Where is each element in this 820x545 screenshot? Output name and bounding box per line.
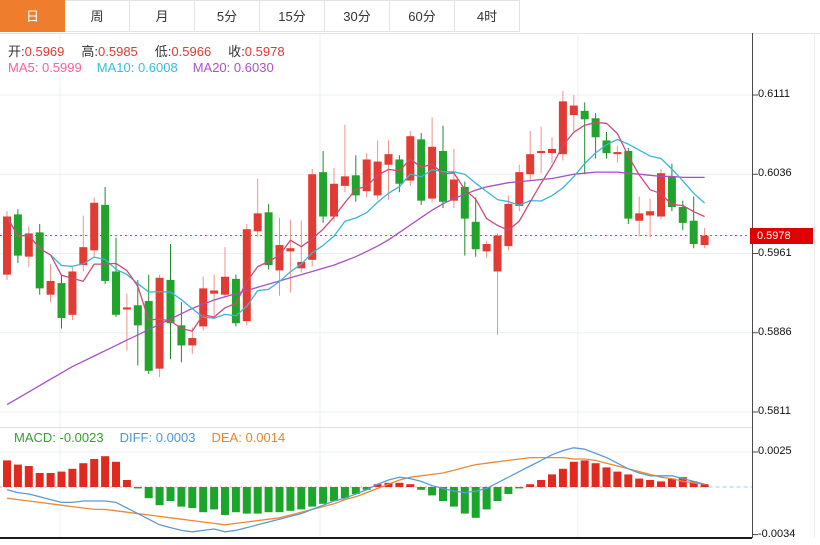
tab-月[interactable]: 月 [130,0,195,32]
tab-周[interactable]: 周 [65,0,130,32]
low-readout: 低:0.5966 [154,44,212,59]
ohlc-readout: 开:0.5969 高:0.5985 低:0.5966 收:0.5978 [8,41,285,60]
tab-4时[interactable]: 4时 [455,0,520,32]
high-readout: 高:0.5985 [81,44,138,59]
ma20-line [6,171,705,406]
ma-readout: MA5: 0.5999 MA10: 0.6008 MA20: 0.6030 [8,60,274,75]
macd-histogram [3,456,709,518]
tab-日[interactable]: 日 [0,0,65,32]
tab-30分[interactable]: 30分 [325,0,390,32]
diff-line [6,447,705,533]
macd-axis-label: -0.0034 [758,527,796,540]
price-axis-label: 0.6036 [758,167,792,180]
ma5-line [6,121,705,332]
candle-series [3,90,709,378]
tab-60分[interactable]: 60分 [390,0,455,32]
macd-axis-label: 0.0025 [758,445,792,457]
diff-value: DIFF: 0.0003 [119,430,196,445]
ma20-readout: MA20: 0.6030 [192,60,274,75]
tab-15分[interactable]: 15分 [260,0,325,32]
dea-line [6,456,705,526]
macd-readout: MACD: -0.0023 DIFF: 0.0003 DEA: 0.0014 [14,430,285,445]
tab-5分[interactable]: 5分 [195,0,260,32]
macd-value: MACD: -0.0023 [14,430,104,445]
price-axis-label: 0.5961 [758,246,792,259]
current-price-badge: 0.5978 [750,228,813,244]
ma10-line [6,138,706,319]
chart-frame [0,33,820,539]
open-readout: 开:0.5969 [8,44,65,59]
dea-value: DEA: 0.0014 [211,430,286,445]
ma10-readout: MA10: 0.6008 [96,60,178,75]
price-axis-label: 0.5886 [758,325,792,338]
price-axis-label: 0.5811 [758,405,791,417]
close-readout: 收:0.5978 [228,44,285,59]
tab-bar: 日周月 5分 15分 30分 60分 4时 [0,0,520,33]
ma5-readout: MA5: 0.5999 [8,60,82,75]
price-axis-label: 0.6111 [758,88,791,100]
